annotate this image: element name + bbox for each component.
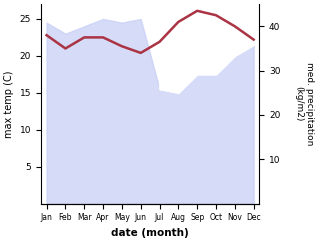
Y-axis label: med. precipitation
(kg/m2): med. precipitation (kg/m2) bbox=[294, 62, 314, 145]
Y-axis label: max temp (C): max temp (C) bbox=[4, 70, 14, 138]
X-axis label: date (month): date (month) bbox=[111, 228, 189, 238]
